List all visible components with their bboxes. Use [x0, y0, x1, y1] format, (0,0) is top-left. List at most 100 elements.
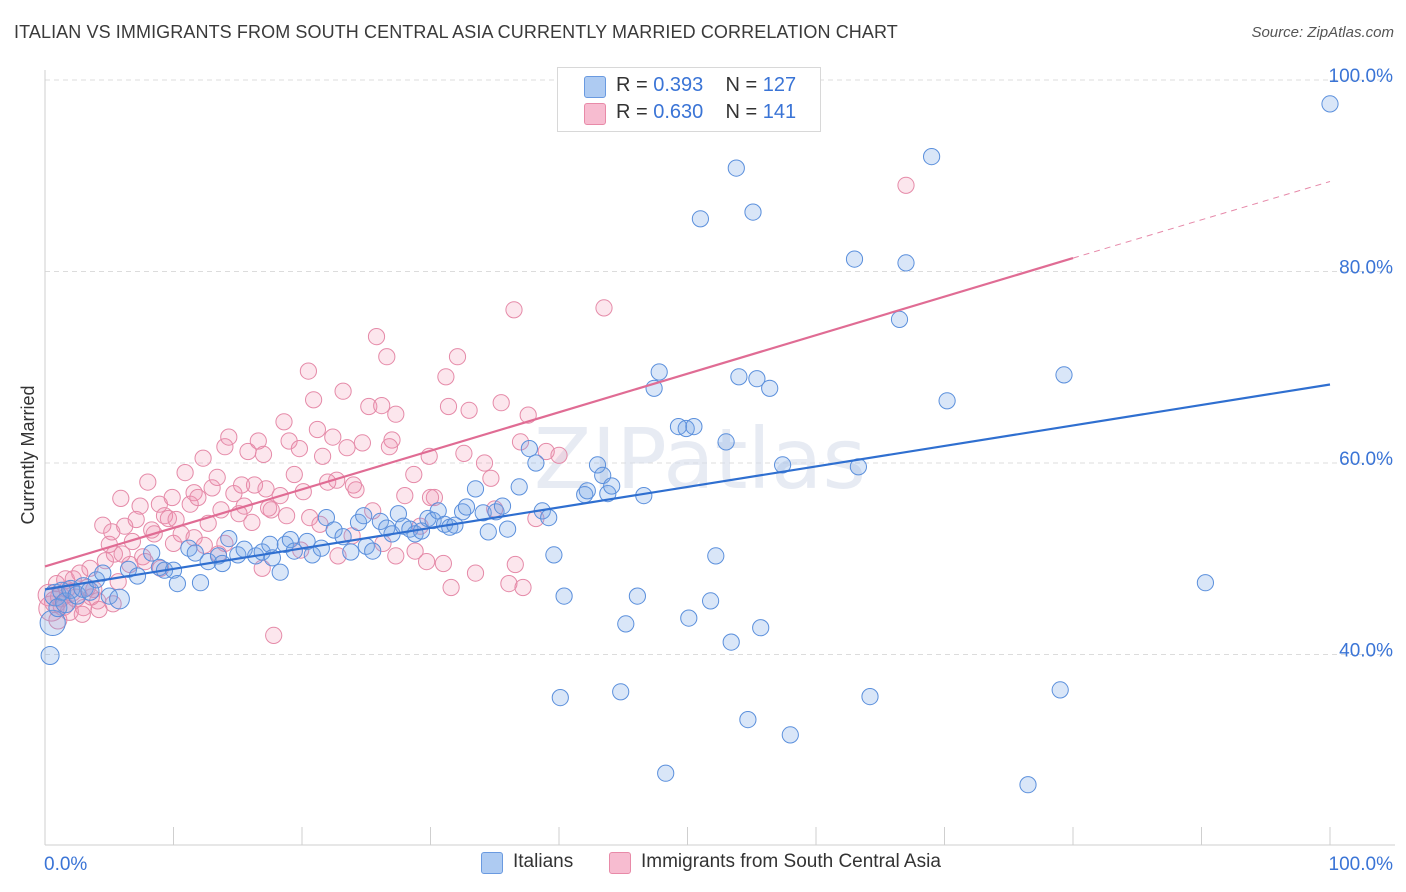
immigrants-point [290, 440, 308, 458]
immigrants-point [514, 578, 532, 597]
immigrants-point [208, 468, 226, 486]
y-tick-label: 40.0% [1339, 641, 1393, 662]
immigrants-point [254, 445, 273, 463]
immigrants-point [216, 438, 234, 456]
italians-point [55, 592, 76, 614]
immigrants-point [112, 489, 130, 507]
immigrants-point [113, 545, 131, 563]
immigrants-point [329, 547, 347, 565]
italians-point [578, 482, 596, 500]
immigrants-point [233, 476, 251, 494]
legend-swatch-immigrants [609, 852, 631, 874]
immigrants-point [94, 516, 112, 534]
y-tick-label: 60.0% [1339, 449, 1393, 470]
italians-point [520, 440, 539, 458]
italians-point [527, 454, 545, 472]
italians-point [479, 523, 497, 541]
italians-point [861, 688, 879, 706]
italians-point [298, 532, 316, 551]
immigrants-point [194, 449, 212, 467]
immigrants-point [460, 401, 478, 419]
italians-point [281, 531, 299, 549]
immigrants-point [245, 476, 264, 494]
immigrants-point [324, 428, 342, 446]
immigrants-point [189, 488, 207, 507]
immigrants-point [448, 348, 467, 366]
chart-title: ITALIAN VS IMMIGRANTS FROM SOUTH CENTRAL… [14, 22, 898, 42]
immigrants-point [550, 446, 568, 464]
immigrants-point [285, 465, 303, 484]
italians-point [551, 689, 569, 707]
italians-point [890, 310, 909, 328]
immigrants-point [127, 510, 145, 529]
immigrants-point [353, 434, 371, 452]
italians-point [109, 588, 130, 610]
immigrants-point [475, 454, 494, 472]
r-label: R = [616, 101, 648, 123]
r-label: R = [616, 74, 648, 96]
n-value: 141 [762, 101, 797, 123]
italians-point [650, 363, 668, 381]
italians-point [186, 544, 204, 562]
r-value: 0.393 [653, 74, 704, 96]
immigrants-point [506, 555, 524, 574]
italians-point [717, 433, 735, 451]
italians-point [325, 521, 343, 539]
immigrants-point [387, 547, 405, 565]
immigrants-trend-line [44, 257, 1074, 568]
italians-point [781, 726, 799, 744]
immigrants-point [387, 405, 405, 423]
italians-point [707, 547, 725, 565]
immigrants-point [373, 397, 391, 415]
italians-point [752, 619, 770, 637]
italians-point [774, 456, 792, 474]
italians-point [1051, 681, 1069, 699]
italians-point [612, 683, 630, 701]
italians-point [588, 456, 607, 474]
italians-point [143, 544, 161, 562]
immigrants-point [328, 471, 346, 489]
axis-labels: 40.0% 60.0% 80.0% 100.0% 0.0% 100.0% Currently… [18, 66, 1393, 875]
italians-point [213, 554, 231, 573]
italians-point [191, 574, 210, 592]
immigrants-point [367, 328, 386, 346]
axes [44, 70, 1395, 846]
immigrants-point [466, 564, 485, 582]
italians-point [545, 546, 563, 564]
legend-swatch-immigrants [584, 103, 606, 125]
n-value: 127 [762, 74, 797, 96]
immigrants-point [897, 176, 915, 194]
immigrants-trend-extension [1072, 181, 1331, 259]
immigrants-point [511, 433, 530, 451]
italians-point [342, 543, 360, 561]
italians-point [730, 368, 748, 386]
italians-point [680, 609, 698, 627]
italians-point [923, 148, 941, 166]
italians-point [100, 587, 118, 605]
correlation-legend: R = 0.393 N = 127 R = 0.630 N = 141 [557, 67, 821, 132]
watermark: ZIPatlas [534, 410, 866, 508]
italians-point [1055, 366, 1073, 384]
italians-point [317, 508, 335, 527]
italians-point [510, 478, 528, 496]
italians-point [685, 418, 703, 436]
italians-point [493, 497, 512, 515]
italians-point [691, 210, 710, 228]
italians-point [603, 477, 621, 495]
italians-point [40, 646, 60, 665]
immigrants-point [434, 554, 452, 573]
x-tick-label: 0.0% [44, 854, 87, 875]
n-label: N = [725, 101, 758, 123]
immigrants-point [305, 391, 323, 409]
immigrants-point [278, 507, 296, 525]
italians-point [845, 250, 864, 268]
immigrants-point [134, 548, 152, 566]
italians-point [722, 633, 740, 651]
immigrants-point [262, 501, 280, 519]
italians-point [1321, 95, 1339, 113]
immigrants-point [595, 299, 613, 317]
immigrants-point [131, 497, 149, 515]
italians-point [617, 615, 635, 633]
italians-point [938, 392, 956, 410]
